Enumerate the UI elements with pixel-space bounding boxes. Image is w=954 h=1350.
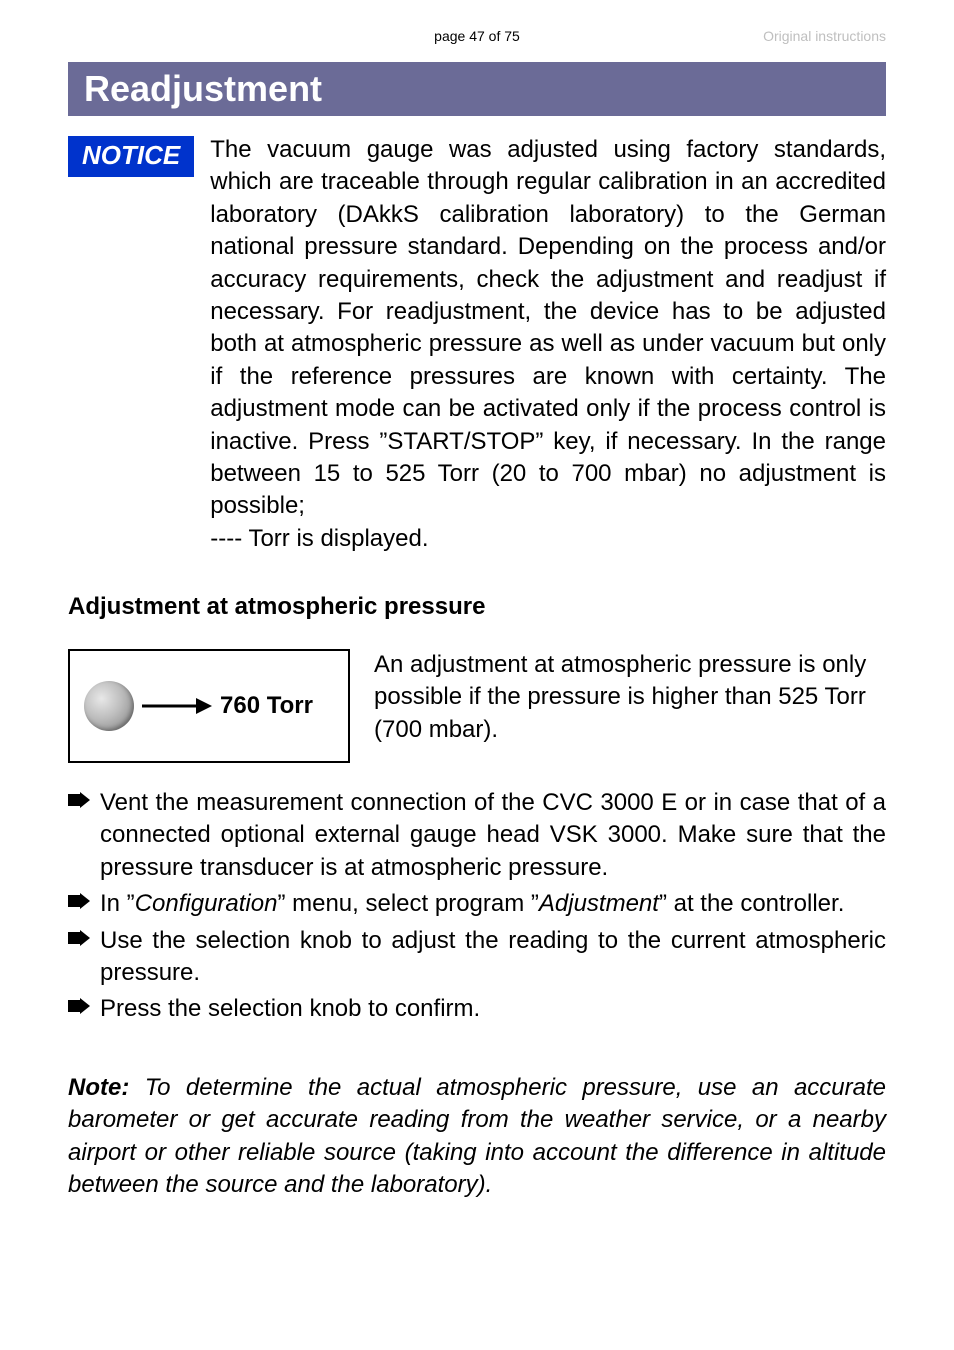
bullet-arrow-icon — [68, 925, 100, 990]
header-center: page 47 of 75 — [434, 28, 520, 44]
bullet-text: In ”Configuration” menu, select program … — [100, 888, 886, 920]
knob-icon — [84, 681, 134, 731]
bullet-item: In ”Configuration” menu, select program … — [68, 888, 886, 920]
bullet-arrow-icon — [68, 888, 100, 920]
sub-heading: Adjustment at atmospheric pressure — [68, 593, 886, 621]
bullet-item: Press the selection knob to confirm. — [68, 993, 886, 1025]
bullet-text: Vent the measurement connection of the C… — [100, 787, 886, 884]
bullet-arrow-icon — [68, 993, 100, 1025]
notice-text: The vacuum gauge was adjusted using fact… — [210, 134, 886, 523]
header-right: Original instructions — [763, 28, 886, 44]
bullet-text: Press the selection knob to confirm. — [100, 993, 886, 1025]
bullet-arrow-icon — [68, 787, 100, 884]
note-label: Note: — [68, 1074, 129, 1101]
note-block: Note: To determine the actual atmospheri… — [68, 1072, 886, 1202]
diagram-value: 760 Torr — [220, 692, 313, 720]
page-content: NOTICE The vacuum gauge was adjusted usi… — [0, 116, 954, 1201]
diagram-caption: An adjustment at atmospheric pressure is… — [374, 649, 886, 746]
notice-row: NOTICE The vacuum gauge was adjusted usi… — [68, 134, 886, 555]
notice-text-wrap: The vacuum gauge was adjusted using fact… — [210, 134, 886, 555]
notice-badge: NOTICE — [68, 136, 194, 177]
section-title-bar: Readjustment — [68, 62, 886, 116]
bullet-item: Vent the measurement connection of the C… — [68, 787, 886, 884]
bullet-text: Use the selection knob to adjust the rea… — [100, 925, 886, 990]
diagram-row: 760 Torr An adjustment at atmospheric pr… — [68, 649, 886, 763]
page-header: page 47 of 75 Original instructions — [0, 0, 954, 44]
bullet-list: Vent the measurement connection of the C… — [68, 787, 886, 1026]
note-body: To determine the actual atmospheric pres… — [68, 1074, 886, 1198]
notice-tail: ---- Torr is displayed. — [210, 523, 886, 555]
arrow-right-icon — [140, 694, 214, 718]
bullet-item: Use the selection knob to adjust the rea… — [68, 925, 886, 990]
diagram-box: 760 Torr — [68, 649, 350, 763]
